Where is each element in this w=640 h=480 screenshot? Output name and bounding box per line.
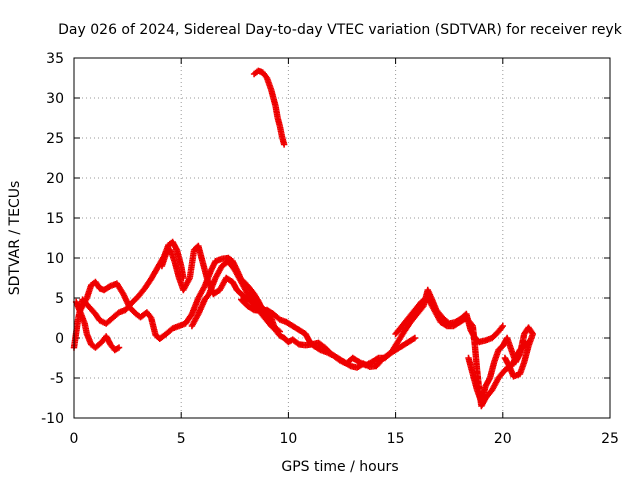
- satellite-track-7: [250, 67, 288, 148]
- y-tick-label: 35: [46, 51, 64, 67]
- data-points: [70, 67, 537, 410]
- data-point: [499, 322, 506, 330]
- y-tick-label: 0: [55, 331, 64, 347]
- x-tick-label: 5: [177, 431, 186, 447]
- data-point: [411, 334, 419, 342]
- y-tick-label: 25: [46, 131, 64, 147]
- y-tick-label: 5: [55, 291, 64, 307]
- chart-title: Day 026 of 2024, Sidereal Day-to-day VTE…: [58, 22, 623, 38]
- satellite-track-6: [238, 286, 506, 369]
- data-point: [501, 354, 509, 362]
- data-point: [280, 141, 288, 148]
- y-tick-label: 15: [46, 211, 64, 227]
- x-axis-tick-labels: 0 5 10 15 20 25: [70, 431, 619, 447]
- x-tick-label: 15: [387, 431, 405, 447]
- x-tick-label: 10: [279, 431, 297, 447]
- plot-frame: [73, 57, 611, 419]
- x-tick-label: 20: [494, 431, 512, 447]
- y-tick-label: -10: [41, 411, 64, 427]
- x-axis-label: GPS time / hours: [281, 459, 398, 475]
- y-axis-tick-labels: -10 -5 0 5 10 15 20 25 30 35: [41, 51, 64, 427]
- y-tick-label: 20: [46, 171, 64, 187]
- data-point: [468, 321, 475, 328]
- x-tick-label: 0: [70, 431, 79, 447]
- y-axis-label: SDTVAR / TECUs: [7, 181, 23, 296]
- satellite-track-2: [72, 298, 123, 354]
- y-tick-label: 30: [46, 91, 64, 107]
- grid-lines: [74, 58, 610, 418]
- y-tick-label: -5: [50, 371, 64, 387]
- satellite-track-9: [465, 324, 537, 406]
- x-tick-label: 25: [601, 431, 619, 447]
- data-point: [115, 344, 123, 351]
- y-tick-label: 10: [46, 251, 64, 267]
